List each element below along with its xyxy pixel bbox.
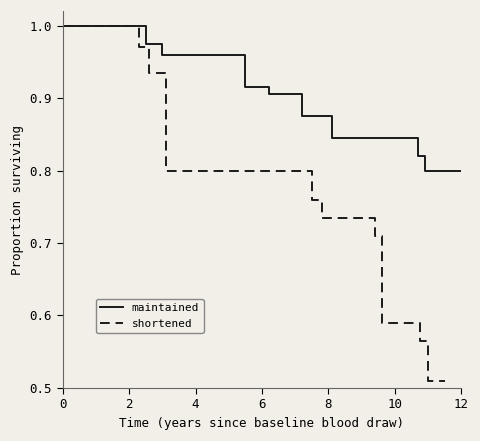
shortened xyxy=(163,70,168,75)
maintained xyxy=(422,153,428,159)
shortened xyxy=(136,23,142,28)
maintained xyxy=(399,135,405,141)
maintained xyxy=(159,41,165,46)
maintained xyxy=(422,168,428,173)
maintained xyxy=(299,113,305,119)
shortened xyxy=(319,215,324,220)
shortened xyxy=(146,70,152,75)
maintained xyxy=(159,52,165,57)
shortened xyxy=(425,338,431,344)
shortened xyxy=(379,320,384,325)
Line: shortened: shortened xyxy=(62,26,445,381)
shortened xyxy=(136,45,142,50)
shortened xyxy=(163,168,168,173)
shortened xyxy=(60,23,65,28)
maintained xyxy=(458,168,464,173)
maintained xyxy=(143,23,148,28)
shortened xyxy=(309,168,315,173)
maintained xyxy=(242,85,248,90)
shortened xyxy=(372,215,378,220)
Y-axis label: Proportion surviving: Proportion surviving xyxy=(11,124,24,274)
shortened xyxy=(146,45,152,50)
shortened xyxy=(442,378,448,383)
maintained xyxy=(143,41,148,46)
maintained xyxy=(329,135,335,141)
maintained xyxy=(299,92,305,97)
maintained xyxy=(209,52,215,57)
maintained xyxy=(242,52,248,57)
maintained xyxy=(266,92,272,97)
shortened xyxy=(319,197,324,202)
maintained xyxy=(415,153,421,159)
shortened xyxy=(425,378,431,383)
shortened xyxy=(309,197,315,202)
maintained xyxy=(266,85,272,90)
X-axis label: Time (years since baseline blood draw): Time (years since baseline blood draw) xyxy=(120,417,405,430)
Legend: maintained, shortened: maintained, shortened xyxy=(96,299,204,333)
shortened xyxy=(379,233,384,239)
maintained xyxy=(60,23,65,28)
Line: maintained: maintained xyxy=(62,26,461,171)
maintained xyxy=(415,135,421,141)
maintained xyxy=(329,113,335,119)
shortened xyxy=(417,338,423,344)
shortened xyxy=(372,233,378,239)
shortened xyxy=(417,320,423,325)
